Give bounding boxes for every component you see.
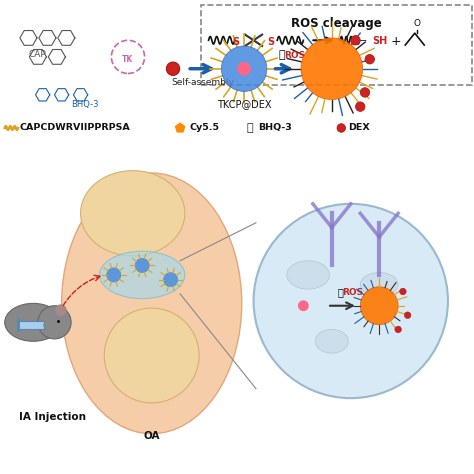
Text: +: + — [391, 35, 401, 48]
Text: TKCP@DEX: TKCP@DEX — [217, 100, 271, 109]
Text: CAPCDWRVIIPPRPSA: CAPCDWRVIIPPRPSA — [20, 124, 131, 132]
Text: ROS: ROS — [342, 288, 364, 297]
Circle shape — [135, 258, 149, 273]
Text: Cy5.5: Cy5.5 — [190, 124, 219, 132]
Ellipse shape — [62, 173, 242, 434]
Text: OA: OA — [144, 431, 160, 441]
Text: S: S — [232, 37, 240, 47]
Text: —: — — [356, 35, 366, 46]
Circle shape — [356, 102, 365, 111]
Circle shape — [337, 124, 346, 132]
Ellipse shape — [81, 171, 185, 256]
Circle shape — [166, 62, 180, 75]
Text: ROS cleavage: ROS cleavage — [291, 17, 382, 29]
Text: ROS: ROS — [284, 51, 306, 60]
Circle shape — [395, 326, 401, 333]
Text: SH: SH — [372, 36, 387, 46]
Circle shape — [221, 46, 267, 91]
Polygon shape — [175, 122, 185, 133]
Text: 🖊: 🖊 — [246, 123, 253, 133]
Ellipse shape — [104, 308, 199, 403]
Circle shape — [298, 301, 309, 311]
Circle shape — [404, 312, 411, 319]
Text: DEX: DEX — [348, 124, 370, 132]
Text: 🔥: 🔥 — [337, 287, 343, 297]
Text: CAP: CAP — [28, 50, 46, 59]
Text: O: O — [414, 19, 420, 28]
Circle shape — [107, 268, 121, 282]
Text: TK: TK — [122, 55, 134, 64]
Circle shape — [400, 288, 406, 295]
Text: BHQ-3: BHQ-3 — [258, 124, 292, 132]
Ellipse shape — [287, 261, 329, 289]
Text: Self-assembly: Self-assembly — [171, 78, 234, 87]
FancyBboxPatch shape — [18, 321, 44, 329]
Text: S: S — [267, 37, 275, 47]
Circle shape — [360, 287, 398, 325]
Circle shape — [164, 273, 178, 287]
FancyBboxPatch shape — [201, 5, 472, 85]
Text: IA Injection: IA Injection — [18, 412, 86, 422]
Circle shape — [38, 306, 71, 339]
Ellipse shape — [315, 329, 348, 353]
Ellipse shape — [100, 251, 185, 299]
Circle shape — [237, 62, 251, 75]
Circle shape — [365, 55, 374, 64]
Circle shape — [360, 88, 370, 97]
Circle shape — [285, 288, 321, 324]
Circle shape — [351, 36, 360, 45]
Circle shape — [254, 204, 448, 398]
Circle shape — [301, 38, 363, 100]
Ellipse shape — [360, 273, 398, 296]
Text: BHQ-3: BHQ-3 — [71, 100, 99, 109]
Ellipse shape — [5, 303, 62, 341]
Text: 🔥: 🔥 — [279, 50, 285, 60]
Circle shape — [55, 305, 66, 316]
